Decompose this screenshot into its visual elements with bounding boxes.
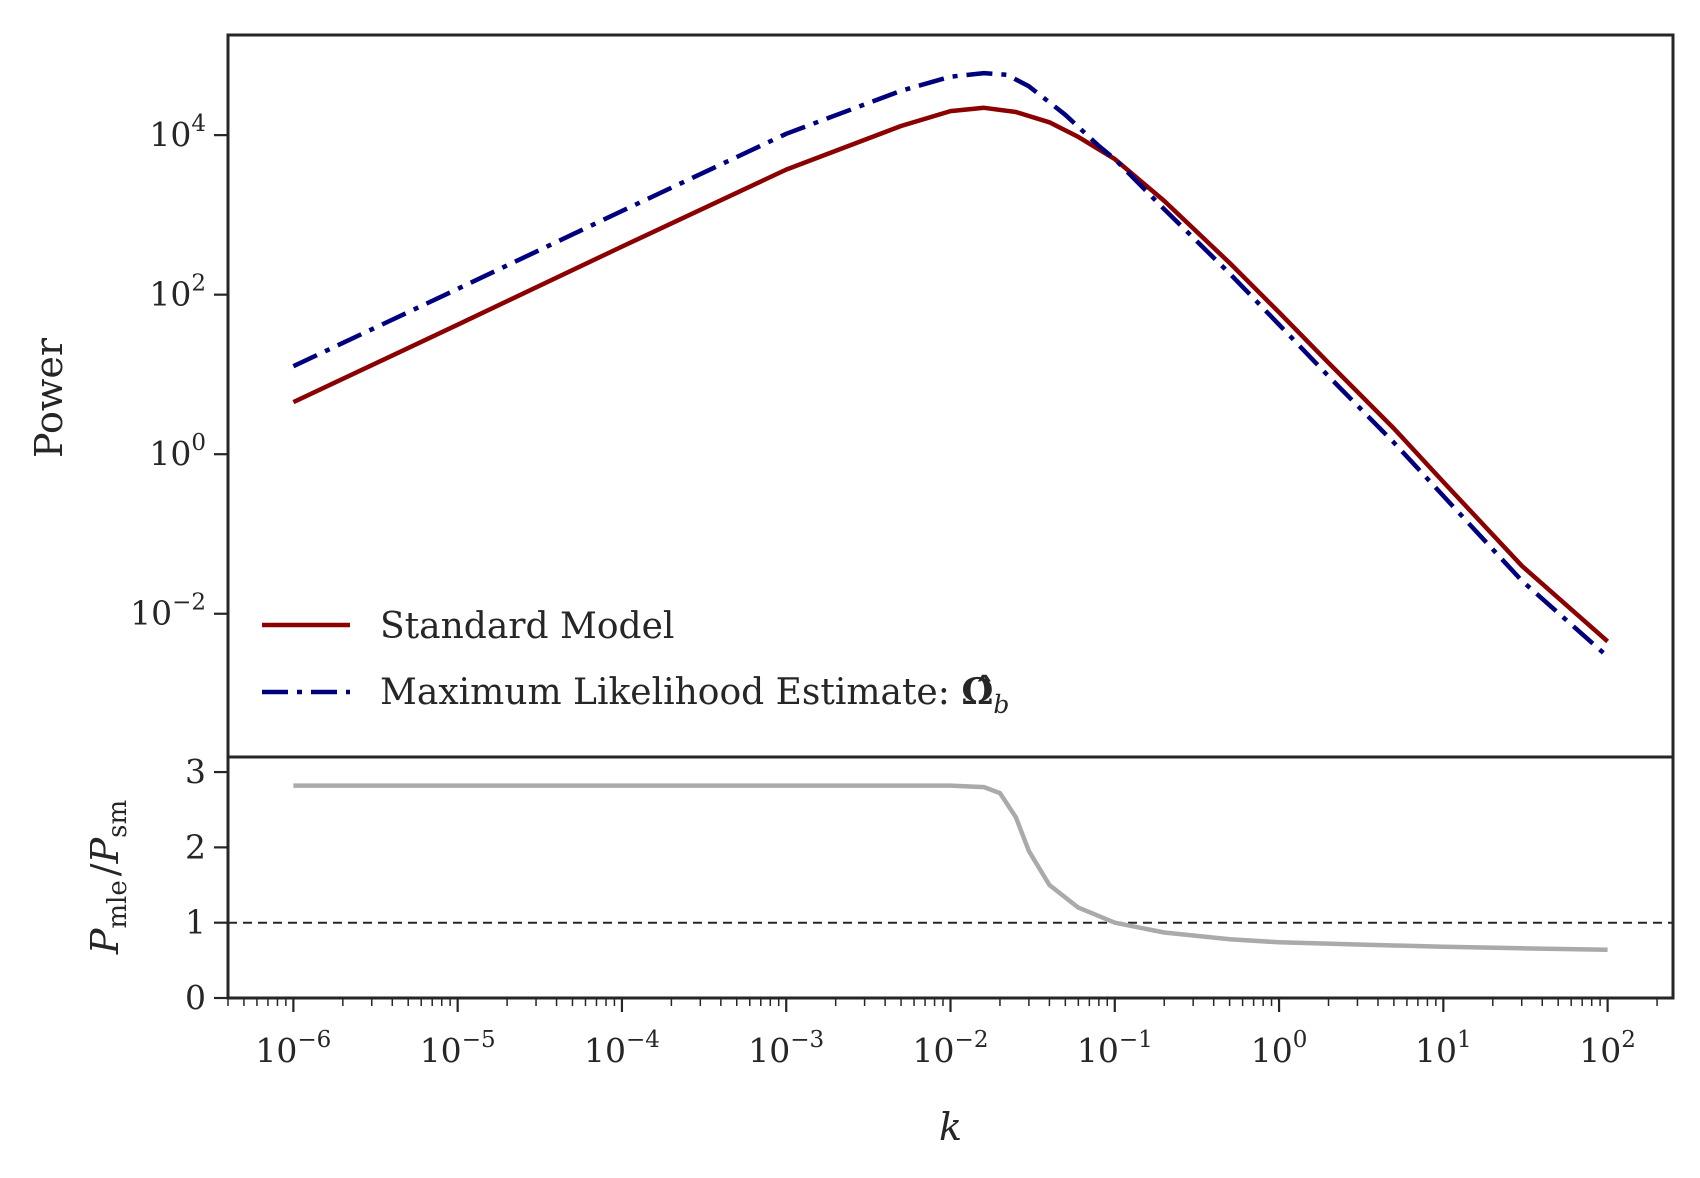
series-line-standard-model xyxy=(292,105,1610,644)
xtick-label-1-exponent: −1 xyxy=(1119,1027,1153,1053)
xtick-label-4-base: 10 xyxy=(584,1031,626,1070)
top-ytick-label-1: 100 xyxy=(149,430,206,473)
xtick-label-4-exponent: −4 xyxy=(626,1027,660,1053)
xtick-label-0: 100 xyxy=(1251,1027,1308,1070)
xtick-label-2-base: 10 xyxy=(913,1031,955,1070)
ylabel-sep: / xyxy=(83,863,127,876)
xtick-label-3-base: 10 xyxy=(748,1031,790,1070)
xtick-label-6: 10−6 xyxy=(255,1027,331,1070)
top-series-group xyxy=(292,70,1610,659)
xtick-label-1-exponent: 1 xyxy=(1457,1027,1472,1053)
ylabel-num-sub: mle xyxy=(103,880,133,928)
xtick-label-1-base: 10 xyxy=(1077,1031,1119,1070)
bottom-ytick-label-0: 0 xyxy=(185,978,206,1017)
xtick-label-6-exponent: −6 xyxy=(297,1027,331,1053)
xtick-label-2: 10−2 xyxy=(913,1027,989,1070)
legend-label-standard-model: Standard Model xyxy=(380,606,674,647)
bottom-series-group xyxy=(293,783,1608,953)
top-ytick-label-10000-exponent: 4 xyxy=(191,111,206,137)
ylabel-p-den: P xyxy=(83,836,127,864)
legend-label-mle: Maximum Likelihood Estimate: Ω̂b xyxy=(380,671,1009,719)
xtick-label-3-exponent: −3 xyxy=(790,1027,824,1053)
legend-label-mle-text: Maximum Likelihood Estimate: xyxy=(380,672,961,713)
xtick-label-1: 10−1 xyxy=(1077,1027,1153,1070)
top-ytick-label-1-exponent: 0 xyxy=(191,430,206,456)
xtick-label-1-base: 10 xyxy=(1415,1031,1457,1070)
x-axis-ticks: 10−6 10−5 10−4 10−3 10−2 10−1 100 101 102 xyxy=(227,998,1658,1070)
bottom-ytick-label-1: 1 xyxy=(185,903,206,942)
bottom-ytick-label-3: 3 xyxy=(185,752,206,791)
x-axis-label: k xyxy=(939,1105,962,1149)
legend-label-mle-subscript: b xyxy=(993,690,1009,719)
top-y-axis-label: Power xyxy=(27,337,71,458)
top-ytick-label-100-exponent: 2 xyxy=(191,271,206,297)
legend: Standard Model Maximum Likelihood Estima… xyxy=(262,606,1009,719)
ylabel-p-num: P xyxy=(83,927,127,955)
xtick-label-5-exponent: −5 xyxy=(462,1027,496,1053)
xtick-label-6-base: 10 xyxy=(255,1031,297,1070)
top-axes-frame xyxy=(226,33,1675,759)
xtick-label-0-base: 10 xyxy=(1251,1031,1293,1070)
bottom-y-ticks: 3 2 1 0 xyxy=(185,752,228,1017)
xtick-label-0-exponent: 0 xyxy=(1293,1027,1308,1053)
bottom-y-axis-label: Pmle/Psm xyxy=(83,800,133,955)
xtick-label-5: 10−5 xyxy=(420,1027,496,1070)
top-ytick-label-0-01-base: 10 xyxy=(130,594,172,633)
bottom-axes-frame xyxy=(226,755,1675,1000)
xtick-label-2-exponent: −2 xyxy=(955,1027,989,1053)
top-ytick-label-10000: 104 xyxy=(149,111,206,154)
top-ytick-label-0-01: 10−2 xyxy=(130,590,206,633)
bottom-ytick-label-2: 2 xyxy=(185,827,206,866)
xtick-label-2-exponent: 2 xyxy=(1621,1027,1636,1053)
top-ytick-label-100-base: 10 xyxy=(149,275,191,314)
xtick-label-2: 102 xyxy=(1579,1027,1636,1070)
xtick-label-4: 10−4 xyxy=(584,1027,660,1070)
legend-label-mle-symbol: Ω̂ xyxy=(961,671,993,713)
top-ytick-label-10000-base: 10 xyxy=(149,115,191,154)
top-ytick-label-100: 102 xyxy=(149,271,206,314)
top-ytick-label-0-01-exponent: −2 xyxy=(172,590,206,616)
xtick-label-3: 10−3 xyxy=(748,1027,824,1070)
top-ytick-label-1-base: 10 xyxy=(149,434,191,473)
series-line-ratio xyxy=(293,783,1608,953)
xtick-label-1: 101 xyxy=(1415,1027,1472,1070)
ylabel-den-sub: sm xyxy=(103,800,133,838)
xtick-label-5-base: 10 xyxy=(420,1031,462,1070)
xtick-label-2-base: 10 xyxy=(1579,1031,1621,1070)
series-line-mle xyxy=(292,70,1610,659)
